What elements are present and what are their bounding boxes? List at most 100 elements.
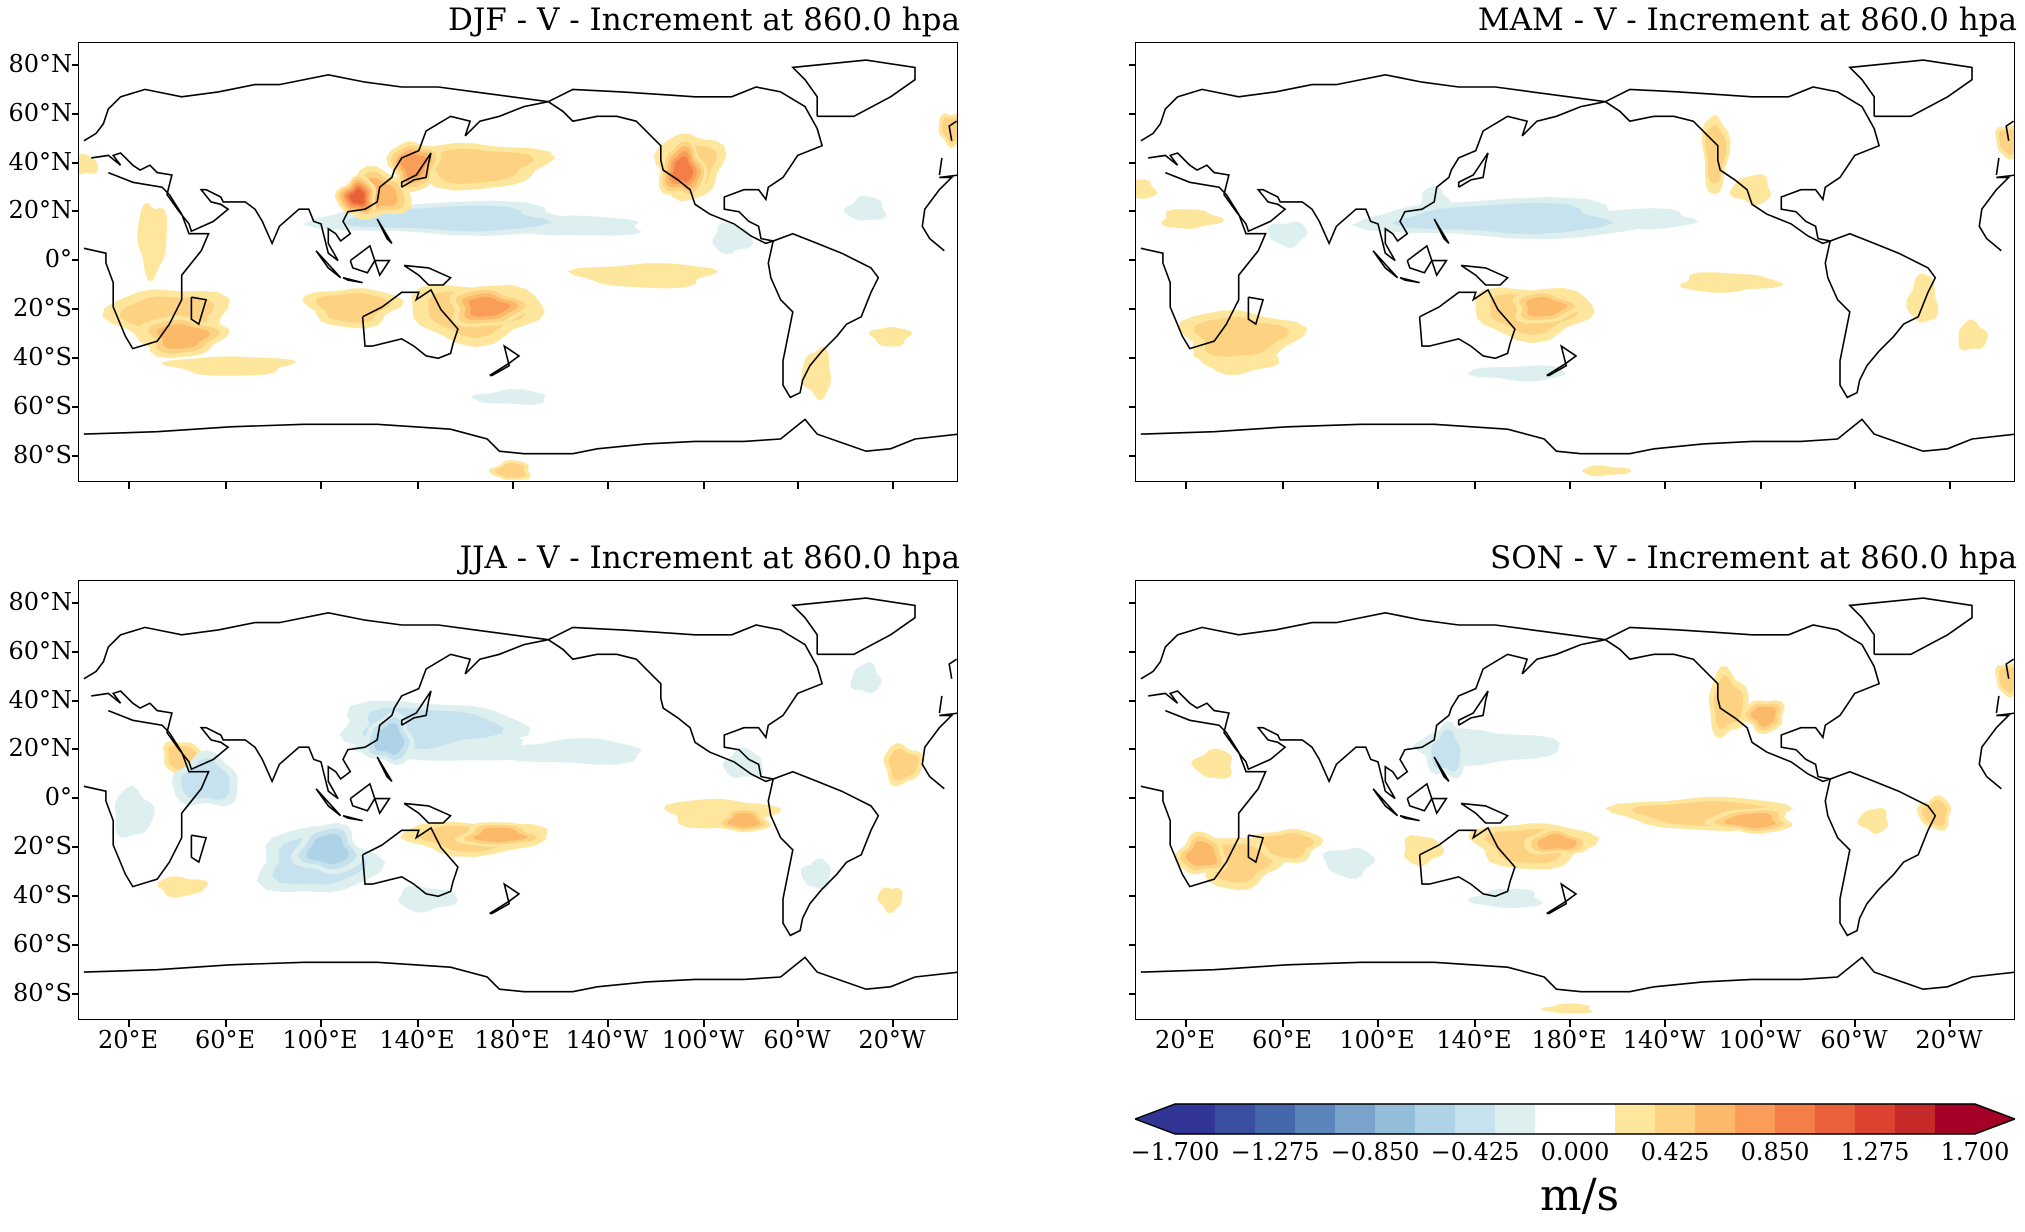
- positive-increment-region: [888, 748, 919, 781]
- colorbar-tick-label: 0.000: [1540, 1138, 1610, 1166]
- coastline: [1140, 956, 2014, 993]
- positive-increment-region: [160, 356, 297, 376]
- axis-tick: [320, 482, 322, 489]
- positive-increment-region: [468, 296, 511, 317]
- positive-increment-region: [1998, 667, 2014, 693]
- axis-tick: [1949, 482, 1951, 489]
- coastline: [1995, 695, 2000, 714]
- positive-increment-region: [1713, 675, 1744, 729]
- positive-increment-region: [416, 148, 535, 184]
- positive-increment-region: [1729, 174, 1772, 206]
- axis-tick: [1760, 1020, 1762, 1027]
- colorbar-segment: [1655, 1104, 1696, 1134]
- colorbar-segment: [1255, 1104, 1296, 1134]
- coastline: [921, 176, 954, 252]
- axis-tick: [512, 482, 514, 489]
- negative-increment-region: [471, 389, 546, 405]
- map-panel-jja: [78, 580, 958, 1020]
- positive-increment-region: [877, 887, 903, 914]
- axis-tick: [72, 797, 79, 799]
- axis-tick: [128, 482, 130, 489]
- positive-increment-region: [1998, 129, 2014, 155]
- coastline: [400, 690, 432, 726]
- coastline: [190, 296, 208, 326]
- axis-tick: [1129, 455, 1136, 457]
- coastline: [1399, 814, 1420, 822]
- axis-tick: [1282, 1020, 1284, 1027]
- coastline: [1848, 59, 1973, 118]
- positive-increment-region: [1191, 748, 1233, 779]
- axis-tick: [512, 1020, 514, 1027]
- lat-label: 40°S: [13, 881, 72, 909]
- axis-tick: [72, 602, 79, 604]
- axis-tick: [1854, 1020, 1856, 1027]
- axis-tick: [128, 1020, 130, 1027]
- coastline: [1431, 797, 1448, 816]
- coastline: [2005, 658, 2014, 679]
- positive-increment-region: [156, 324, 210, 350]
- positive-increment-region: [349, 188, 365, 205]
- axis-tick: [1129, 944, 1136, 946]
- coastline: [315, 788, 342, 817]
- axis-tick: [1854, 482, 1856, 489]
- axis-tick: [1129, 210, 1136, 212]
- positive-increment-region: [315, 293, 391, 323]
- axis-tick: [1474, 1020, 1476, 1027]
- positive-increment-region: [1136, 179, 1158, 199]
- lat-label: 60°N: [8, 637, 72, 665]
- coastline: [342, 276, 363, 284]
- coastline: [1433, 756, 1450, 782]
- positive-increment-region: [157, 876, 209, 898]
- coastline: [1140, 418, 2014, 455]
- positive-increment-region: [801, 346, 832, 400]
- lon-label: 20°E: [1154, 1026, 1216, 1054]
- coastline: [1431, 259, 1448, 278]
- lon-label: 140°E: [1436, 1026, 1512, 1054]
- axis-tick: [797, 482, 799, 489]
- lon-label: 100°E: [282, 1026, 358, 1054]
- coastline: [1546, 344, 1578, 377]
- axis-tick: [703, 482, 705, 489]
- colorbar-tick-label: −0.425: [1430, 1138, 1520, 1166]
- coastline: [83, 956, 957, 993]
- coastline: [791, 597, 916, 656]
- coastline: [374, 797, 391, 816]
- coastline: [767, 770, 880, 937]
- coastline: [1457, 690, 1489, 726]
- axis-tick: [1664, 1020, 1666, 1027]
- negative-increment-region: [800, 858, 832, 890]
- lon-label: 180°E: [474, 1026, 550, 1054]
- positive-increment-region: [868, 326, 913, 347]
- coastline: [342, 814, 363, 822]
- panel-title-mam: MAM - V - Increment at 860.0 hpa: [1477, 2, 2017, 38]
- colorbar-tick-label: 0.425: [1640, 1138, 1710, 1166]
- axis-tick: [1129, 651, 1136, 653]
- lat-label: 0°: [44, 783, 72, 811]
- coastline: [1460, 802, 1509, 824]
- axis-tick: [72, 651, 79, 653]
- map-canvas: [1136, 59, 2014, 477]
- axis-tick: [72, 455, 79, 457]
- lon-label: 60°E: [1251, 1026, 1313, 1054]
- lat-label: 20°N: [8, 196, 72, 224]
- lon-label: 60°E: [194, 1026, 256, 1054]
- axis-tick: [1569, 1020, 1571, 1027]
- colorbar-tick-label: −1.700: [1130, 1138, 1220, 1166]
- negative-increment-region: [722, 747, 764, 778]
- lat-label: 60°S: [13, 930, 72, 958]
- coastline: [361, 288, 459, 360]
- coastline: [1604, 624, 1881, 783]
- colorbar-extend-high: [1975, 1104, 2015, 1134]
- negative-increment-region: [1431, 729, 1461, 772]
- lat-label: 20°S: [13, 294, 72, 322]
- axis-tick: [1760, 482, 1762, 489]
- coastline: [400, 152, 432, 188]
- colorbar-segment: [1615, 1104, 1656, 1134]
- negative-increment-region: [1392, 202, 1614, 235]
- colorbar: [1135, 1103, 2015, 1135]
- coastline: [1140, 171, 1267, 350]
- axis-tick: [892, 1020, 894, 1027]
- positive-increment-region: [567, 263, 719, 289]
- coastline: [2005, 120, 2014, 141]
- coastline: [1140, 709, 1267, 888]
